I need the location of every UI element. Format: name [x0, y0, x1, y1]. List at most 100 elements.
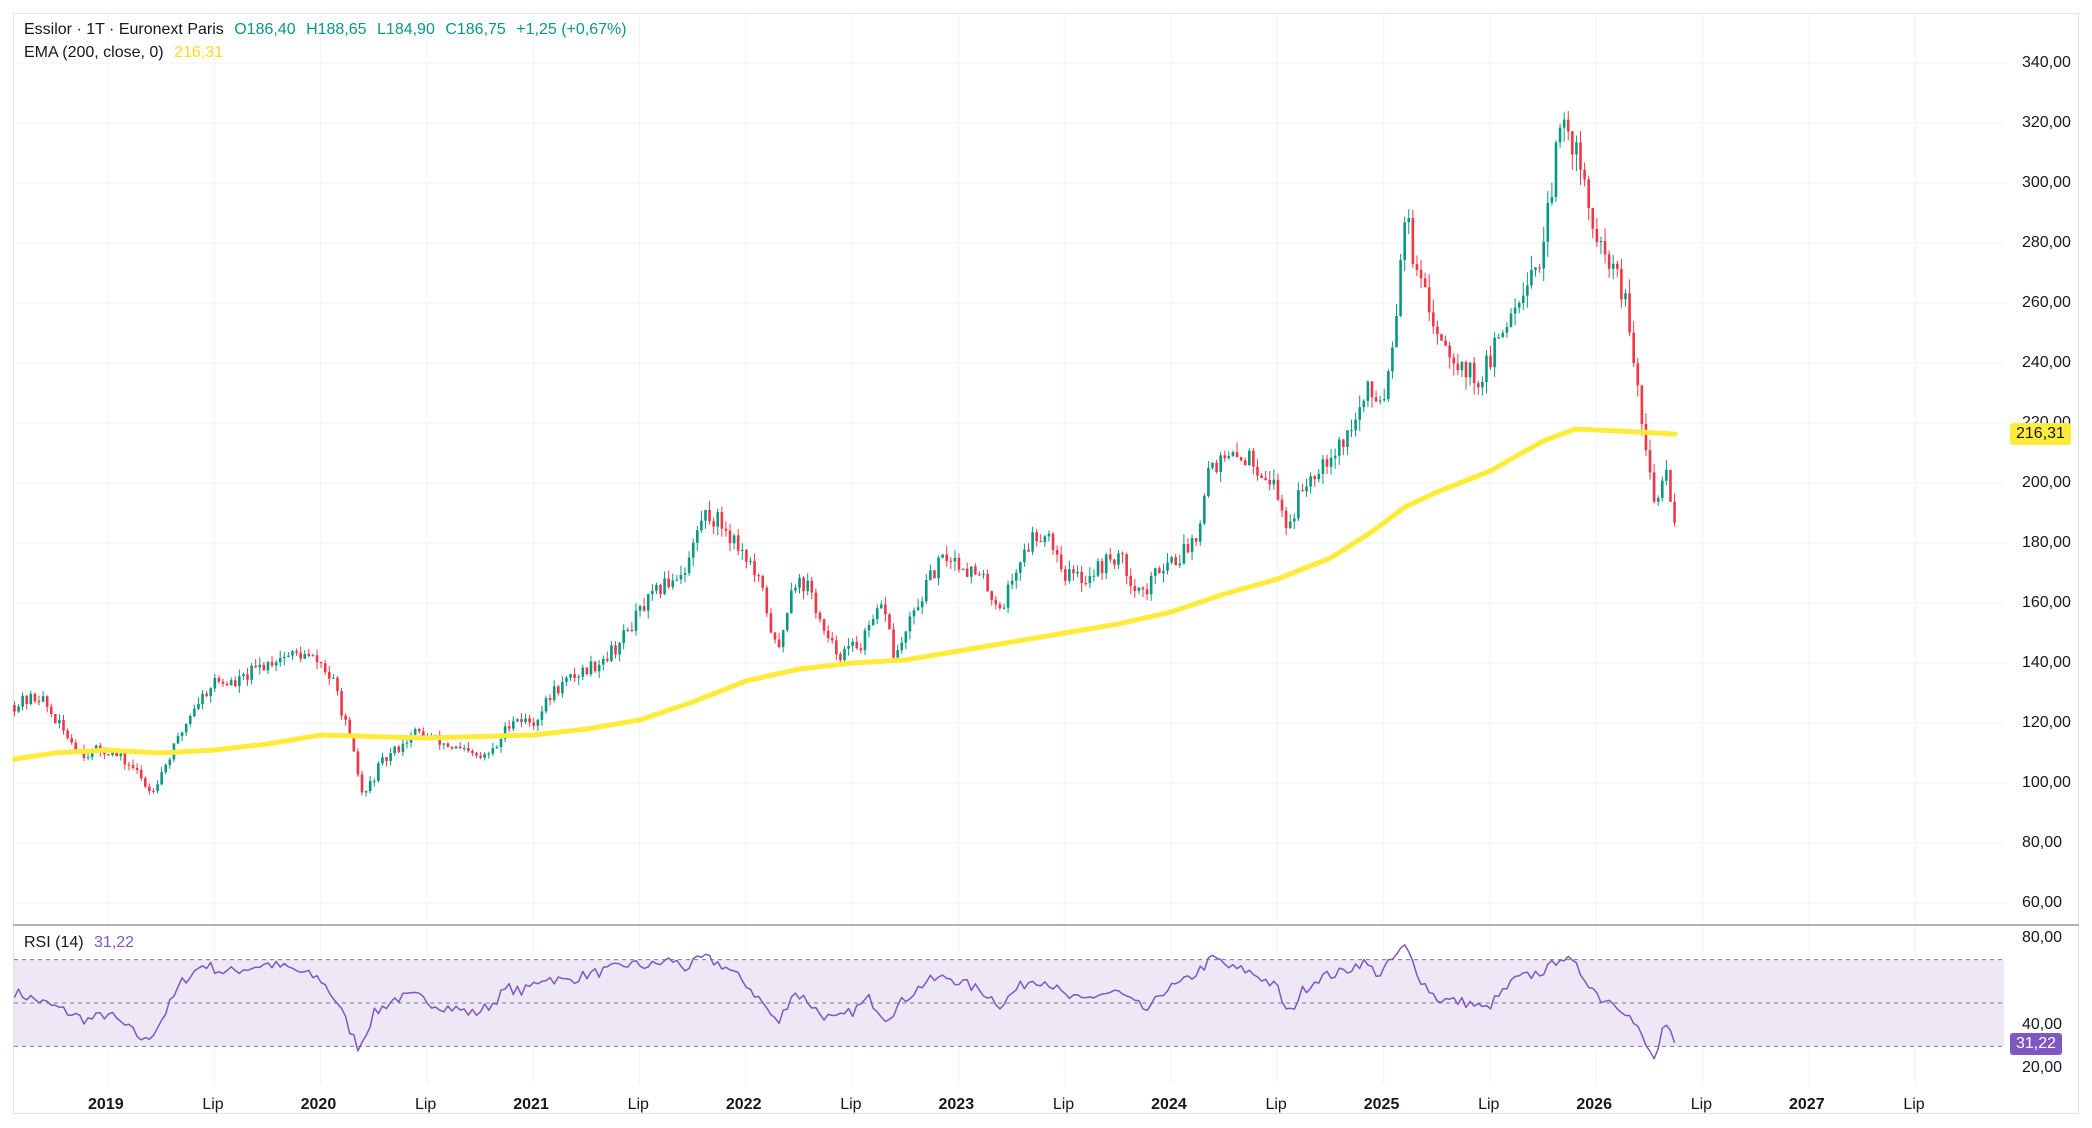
candle: [1068, 560, 1071, 584]
candle: [929, 564, 932, 581]
price-tick-label: 120,00: [2022, 714, 2071, 731]
candle-body: [822, 619, 826, 631]
candle-body: [691, 542, 695, 558]
candle-body: [638, 606, 642, 611]
candle: [700, 510, 703, 533]
candle-body: [385, 757, 388, 761]
candle: [610, 640, 613, 663]
candle-body: [1096, 561, 1100, 576]
candle-body: [904, 631, 908, 643]
candle: [790, 582, 793, 614]
candle-body: [450, 746, 454, 749]
candle: [283, 651, 286, 666]
candle-body: [413, 729, 417, 735]
candle-body: [393, 746, 397, 754]
candle-body: [835, 640, 838, 655]
candle: [978, 571, 981, 577]
candle: [732, 533, 736, 550]
time-tick-label-month: Lip: [840, 1096, 862, 1113]
candle: [663, 571, 666, 596]
ema-label[interactable]: EMA (200, close, 0): [24, 44, 164, 61]
candle: [1096, 558, 1100, 578]
candle-body: [1113, 559, 1116, 565]
candle: [1497, 333, 1501, 340]
candle: [1153, 567, 1157, 584]
candle: [712, 517, 715, 535]
candle: [900, 636, 904, 654]
candle: [278, 650, 282, 667]
candle: [1587, 175, 1590, 221]
price-tick-label: 140,00: [2022, 654, 2071, 671]
candle-body: [1624, 293, 1627, 300]
candle-body: [45, 696, 49, 707]
candle: [1489, 345, 1492, 370]
candle: [561, 676, 564, 698]
candle-body: [1121, 553, 1124, 555]
candle-body: [201, 693, 204, 705]
candle-body: [21, 695, 24, 707]
candle: [1145, 583, 1149, 601]
candle: [1436, 320, 1439, 345]
candle-body: [1591, 208, 1595, 229]
candle: [340, 687, 343, 720]
candle: [1374, 390, 1378, 403]
candle: [479, 752, 482, 760]
candle: [589, 655, 593, 677]
candle-body: [1415, 264, 1419, 270]
candle-body: [1059, 554, 1063, 570]
candle-body: [589, 661, 593, 675]
candle: [1411, 209, 1415, 269]
candle-body: [994, 599, 998, 605]
candle: [1268, 471, 1272, 491]
candle-body: [1423, 278, 1427, 288]
rsi-series: [13, 944, 1676, 1060]
candle-body: [1174, 557, 1178, 566]
candle: [1481, 376, 1484, 396]
candle: [1207, 461, 1210, 498]
candle: [450, 746, 454, 751]
candle-body: [1248, 450, 1251, 466]
candle: [794, 584, 797, 594]
candle-body: [1599, 240, 1603, 243]
candle-body: [458, 746, 462, 749]
candle: [148, 783, 151, 795]
candle: [193, 704, 196, 718]
candle-body: [577, 676, 581, 678]
candle-body: [1292, 518, 1296, 522]
high-value: H188,65: [306, 21, 367, 38]
candle: [1579, 131, 1582, 186]
candle: [781, 629, 785, 653]
candle: [1595, 217, 1599, 248]
candle: [1215, 459, 1218, 474]
candle-body: [467, 747, 470, 751]
candle: [1019, 561, 1022, 581]
candle-body: [483, 754, 486, 758]
candle: [1190, 534, 1194, 561]
candle: [1162, 563, 1165, 583]
candle-body: [491, 748, 495, 754]
candle: [994, 596, 998, 610]
candle: [1256, 459, 1259, 481]
rsi-label[interactable]: RSI (14): [24, 934, 84, 951]
candle-body: [724, 528, 728, 531]
candle-body: [1239, 457, 1243, 461]
candle: [1006, 580, 1010, 613]
candle: [806, 573, 809, 596]
rsi-line: [13, 944, 1676, 1060]
candle: [1362, 399, 1366, 413]
candle-body: [978, 574, 981, 576]
candle: [757, 573, 760, 582]
candle-body: [1632, 332, 1635, 364]
candle-body: [164, 764, 168, 773]
candle: [1035, 529, 1038, 547]
candle: [622, 624, 625, 650]
candle-body: [287, 655, 290, 657]
candle-body: [1178, 563, 1182, 566]
candle-body: [896, 650, 899, 658]
candle: [246, 667, 249, 686]
candle: [184, 723, 188, 737]
candle: [1571, 130, 1574, 170]
symbol-title[interactable]: Essilor · 1T · Euronext Paris: [24, 21, 224, 38]
candle: [912, 607, 916, 625]
